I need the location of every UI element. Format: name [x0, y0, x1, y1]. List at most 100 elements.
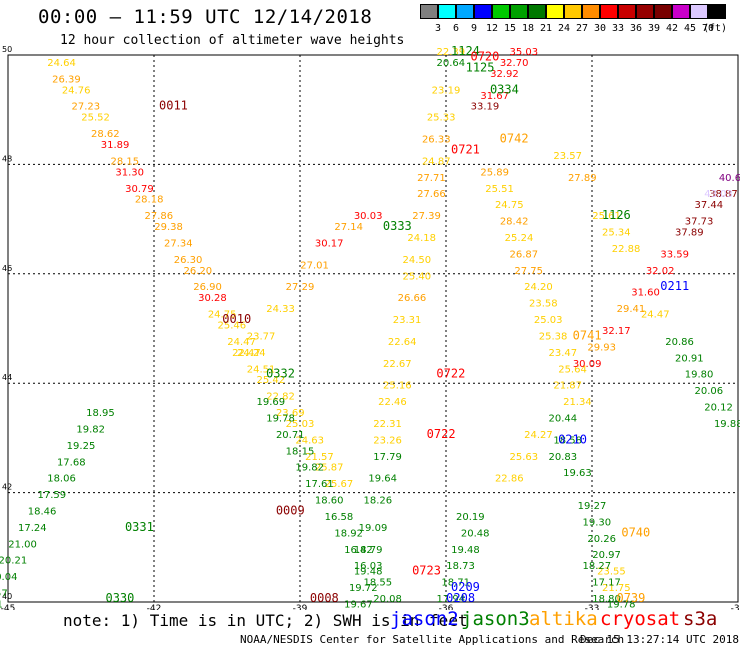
wave-height-point: 25.24 [505, 233, 534, 244]
wave-height-point: 32.92 [490, 69, 519, 80]
x-tick-label: -45 [1, 604, 16, 610]
wave-height-point: 19.72 [349, 583, 378, 594]
wave-height-point: 29.93 [587, 342, 616, 353]
wave-height-point: 26.87 [510, 249, 539, 260]
legend-swatch [618, 4, 636, 19]
wave-height-point: 26.39 [52, 74, 81, 85]
y-tick-label: 46 [2, 264, 12, 273]
wave-height-point: 30.17 [315, 238, 344, 249]
pass-time-label: 0740 [621, 525, 650, 539]
wave-height-point: 23.26 [373, 435, 402, 446]
wave-height-point: 26.66 [398, 293, 427, 304]
wave-height-point: 29.38 [154, 222, 183, 233]
wave-height-point: 24.18 [407, 233, 436, 244]
wave-height-point: 19.88 [714, 419, 740, 430]
legend-swatch [582, 4, 600, 19]
y-tick-label: 40 [2, 592, 12, 601]
legend-label: 27 [575, 23, 589, 34]
wave-height-point: 19.27 [578, 501, 607, 512]
wave-height-point: 33.59 [660, 249, 689, 260]
wave-height-point: 23.55 [597, 567, 626, 578]
wave-height-point: 18.26 [364, 496, 393, 507]
wave-height-point: 18.79 [354, 545, 383, 556]
wave-height-point: 16.03 [354, 561, 383, 572]
y-tick-label: 50 [2, 45, 12, 54]
legend-swatch [510, 4, 528, 19]
wave-height-point: 17.94 [437, 594, 466, 605]
wave-height-point: 25.89 [480, 167, 509, 178]
legend-label: 70 [701, 23, 715, 34]
wave-height-point: 17.24 [18, 523, 47, 534]
wave-height-point: 24.27 [524, 430, 553, 441]
pass-time-label: 0211 [660, 279, 689, 293]
legend-label: 30 [593, 23, 607, 34]
wave-height-point: 17.17 [592, 578, 621, 589]
wave-height-point: 19.78 [266, 413, 295, 424]
wave-height-point: 23.31 [393, 315, 422, 326]
wave-height-point: 27.01 [300, 260, 329, 271]
satellite-jason2-label: jason2 [390, 608, 459, 630]
wave-height-point: 21.87 [553, 381, 582, 392]
legend-swatch [474, 4, 492, 19]
wave-height-point: 20.64 [437, 58, 466, 69]
x-tick-label: -42 [147, 604, 162, 610]
wave-height-point: 22.47 [232, 348, 261, 359]
wave-height-map: -45 -42 -39 -36 -33 -30 40 42 44 46 48 50 24.64 26.39… [0, 44, 740, 610]
wave-height-point: 25.03 [286, 419, 315, 430]
wave-height-point: 25.42 [256, 375, 285, 386]
wave-height-point: 19.78 [607, 599, 636, 610]
legend-swatch [636, 4, 654, 19]
wave-height-point: 19.30 [583, 517, 612, 528]
wave-height-point: 20.83 [548, 452, 577, 463]
wave-height-point: 18.27 [583, 561, 612, 572]
pass-time-label: 0722 [436, 367, 465, 381]
wave-height-point: 25.63 [510, 452, 539, 463]
wave-height-point: 27.29 [286, 282, 315, 293]
legend-swatch [690, 4, 708, 19]
legend-label: 12 [485, 23, 499, 34]
wave-height-point: 22.64 [388, 337, 417, 348]
legend-label: 45 [683, 23, 697, 34]
wave-height-point: 24.24 [237, 348, 266, 359]
pass-time-label: 0723 [412, 564, 441, 578]
pass-time-label: 0009 [276, 503, 305, 517]
wave-height-point: 20.19 [456, 512, 485, 523]
pass-time-label: 1124 [451, 44, 480, 58]
wave-height-point: 27.14 [334, 222, 363, 233]
wave-height-point: 19.69 [256, 397, 285, 408]
wave-height-point: 25.52 [81, 113, 110, 124]
pass-time-label: 0721 [451, 142, 480, 156]
legend-label: 24 [557, 23, 571, 34]
wave-height-point: 16.42 [344, 545, 373, 556]
wave-height-point: 26.33 [422, 135, 451, 146]
wave-height-point: 21.00 [8, 539, 37, 550]
pass-time-label: 0332 [266, 367, 295, 381]
wave-height-point: 19.67 [344, 599, 373, 610]
wave-height-point: 24.64 [47, 58, 76, 69]
wave-height-point: 19.82 [76, 424, 105, 435]
wave-height-point: 18.92 [334, 528, 363, 539]
legend-label: 6 [452, 23, 460, 34]
wave-height-point: 27.66 [417, 189, 446, 200]
x-tick-label: -39 [293, 604, 308, 610]
wave-height-point: 24.75 [495, 200, 524, 211]
wave-height-point: 25.67 [325, 479, 354, 490]
legend-label: 33 [611, 23, 625, 34]
y-tick-label: 44 [2, 373, 12, 382]
wave-height-point: 20.44 [548, 413, 577, 424]
wave-height-point: 31.67 [480, 91, 509, 102]
legend-swatch [654, 4, 672, 19]
wave-height-point: 20.08 [373, 594, 402, 605]
plot-frame [7, 54, 739, 603]
wave-height-point: 26.90 [193, 282, 222, 293]
wave-height-point: 30.09 [573, 359, 602, 370]
wave-height-point: 28.15 [110, 156, 139, 167]
satellite-altika-label: altika [529, 608, 598, 630]
pass-time-label: 0739 [616, 591, 645, 605]
wave-height-point: 27.89 [568, 173, 597, 184]
wave-height-point: 25.40 [402, 271, 431, 282]
wave-height-point: 24.20 [524, 282, 553, 293]
legend-label: 39 [647, 23, 661, 34]
satellite-jason3-label: jason3 [461, 608, 530, 630]
wave-height-point: 18.60 [315, 496, 344, 507]
